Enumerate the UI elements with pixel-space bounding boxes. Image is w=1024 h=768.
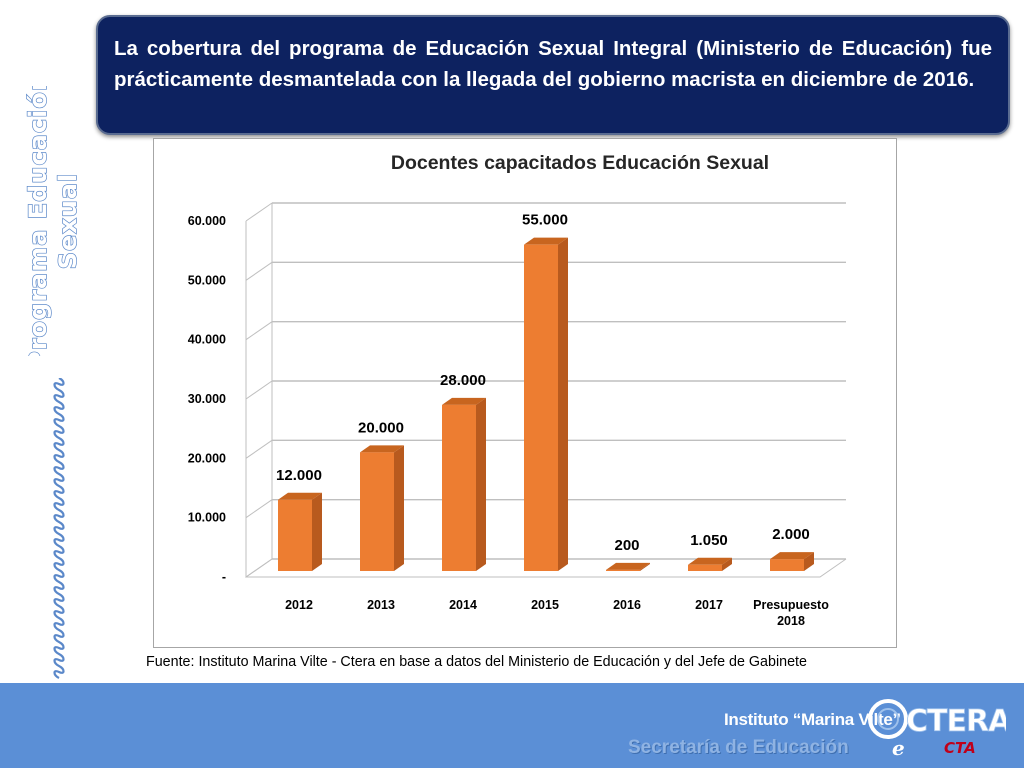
- bar: [770, 552, 814, 571]
- bar: [688, 557, 732, 571]
- bar-front: [524, 244, 558, 571]
- bar-side: [394, 445, 404, 571]
- x-tick-label: 2013: [367, 598, 395, 612]
- bar-front: [606, 569, 640, 571]
- bar-top: [360, 445, 404, 453]
- bar-side: [312, 492, 322, 571]
- secretaria-label: Secretaría de Educación: [628, 737, 849, 758]
- bar-front: [770, 559, 804, 571]
- data-label: 12.000: [276, 467, 322, 484]
- y-tick-label: -: [222, 570, 226, 584]
- bar: [606, 562, 650, 571]
- bar-top: [688, 557, 732, 565]
- footer-band: [0, 683, 1024, 768]
- bar: [360, 445, 404, 571]
- bar-top: [524, 237, 568, 245]
- gridline-depth: [245, 439, 273, 459]
- decorative-wave-border: [53, 378, 65, 679]
- data-label: 20.000: [358, 419, 404, 436]
- bar-side: [558, 237, 568, 571]
- side-title-line1: Programa Educación: [24, 86, 52, 356]
- gridline-depth: [245, 261, 273, 281]
- side-title-line2: Sexual: [54, 173, 82, 270]
- bar-side: [804, 552, 814, 571]
- data-label: 55.000: [522, 212, 568, 229]
- header-text: La cobertura del programa de Educación S…: [114, 37, 992, 91]
- y-tick-label: 40.000: [188, 333, 226, 347]
- x-tick-label: 2012: [285, 598, 313, 612]
- x-tick-label: 2015: [531, 598, 559, 612]
- data-label: 1.050: [690, 532, 728, 549]
- data-label: 28.000: [440, 372, 486, 389]
- logo-e-mark: e: [892, 736, 905, 760]
- x-tick-label: 2017: [695, 598, 723, 612]
- header-callout: La cobertura del programa de Educación S…: [96, 15, 1010, 135]
- gridline-depth: [245, 558, 273, 578]
- bar-top: [442, 397, 486, 405]
- bar-front: [360, 452, 394, 571]
- bar-top: [278, 492, 322, 500]
- bar-chart: Docentes capacitados Educación Sexual - 1…: [188, 152, 847, 628]
- gridline-depth: [245, 380, 273, 400]
- ctera-logo-text: CTERA: [906, 704, 1006, 739]
- bar-front: [278, 499, 312, 571]
- y-tick-label: 20.000: [188, 451, 226, 465]
- bar: [278, 492, 322, 571]
- y-tick-label: 10.000: [188, 511, 226, 525]
- bar-side: [640, 562, 650, 571]
- bar-side: [476, 397, 486, 571]
- bar-top: [770, 552, 814, 560]
- cta-logo-text: CTA: [944, 739, 976, 757]
- chart-floor: [246, 558, 847, 578]
- gridline-depth: [245, 202, 273, 222]
- gridline-depth: [245, 499, 273, 519]
- chart-frame: Docentes capacitados Educación Sexual - 1…: [153, 138, 897, 648]
- ctera-logo: CTERA e CTA: [868, 699, 1006, 760]
- data-label: 2.000: [772, 526, 810, 543]
- y-tick-label: 30.000: [188, 392, 226, 406]
- institute-name: Instituto “Marina Vilte”: [724, 710, 901, 729]
- x-tick-label: 2014: [449, 598, 477, 612]
- side-vertical-title: Programa Educación Sexual: [23, 86, 82, 356]
- source-note: Fuente: Instituto Marina Vilte - Ctera e…: [146, 654, 807, 670]
- bar: [524, 237, 568, 571]
- x-tick-label: Presupuesto 2018: [753, 598, 829, 628]
- bar-front: [442, 404, 476, 571]
- bar-front: [688, 564, 722, 571]
- x-tick-label: 2016: [613, 598, 641, 612]
- gridline-depth: [245, 321, 273, 341]
- data-label: 200: [614, 537, 639, 554]
- y-tick-label: 50.000: [188, 273, 226, 287]
- y-tick-label: 60.000: [188, 214, 226, 228]
- bar-side: [722, 557, 732, 571]
- bar: [442, 397, 486, 571]
- chart-title: Docentes capacitados Educación Sexual: [391, 152, 769, 174]
- bar-top: [606, 562, 650, 570]
